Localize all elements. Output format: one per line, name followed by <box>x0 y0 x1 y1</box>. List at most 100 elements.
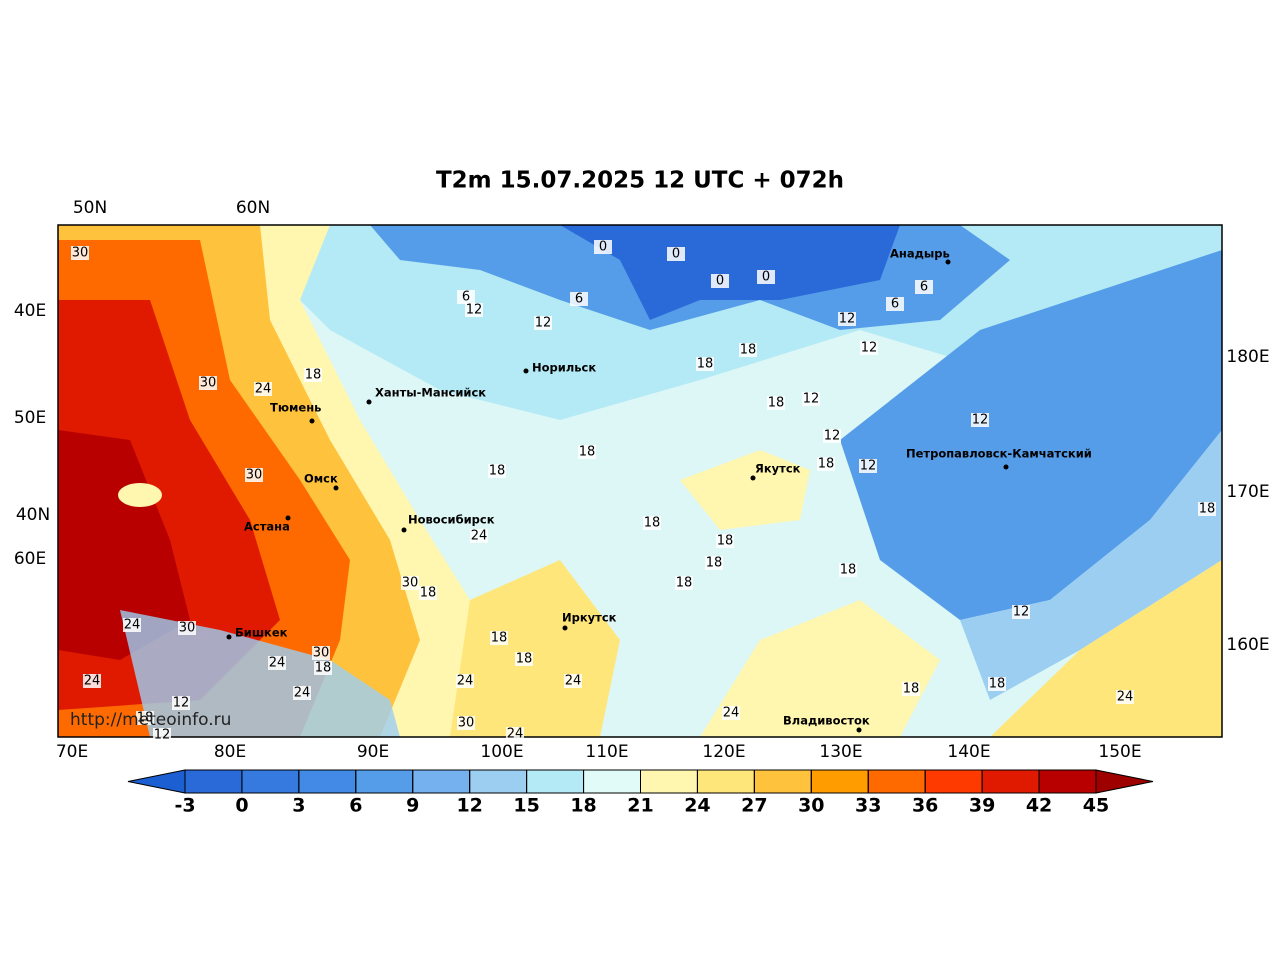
contour-label: 12 <box>154 728 171 743</box>
contour-label: 18 <box>818 457 835 472</box>
title: T2m 15.07.2025 12 UTC + 072h <box>436 168 844 194</box>
contour-label: 18 <box>579 445 596 460</box>
city-name: Ханты-Мансийск <box>375 386 486 400</box>
contour-label: 24 <box>255 382 272 397</box>
city-name: Владивосток <box>783 714 870 728</box>
contour-label: 24 <box>565 674 582 689</box>
contour-label-bg <box>988 677 1006 691</box>
city-dot <box>285 515 291 521</box>
contour-label: 18 <box>491 631 508 646</box>
city-dot <box>945 259 951 265</box>
city-dot <box>309 418 315 424</box>
lon-label: 140E <box>947 742 990 762</box>
colorbar-under <box>127 769 186 794</box>
contour-label: 30 <box>402 576 419 591</box>
contour-label: 30 <box>72 246 89 261</box>
contour-label: 24 <box>457 674 474 689</box>
contour-label-bg <box>304 368 322 382</box>
city-name: Астана <box>244 520 290 534</box>
contour-label: 24 <box>471 529 488 544</box>
contour-label-bg <box>839 563 857 577</box>
contour-label: 18 <box>489 464 506 479</box>
contour-label-bg <box>859 459 877 473</box>
contour-label-bg <box>83 674 101 688</box>
contour-label-bg <box>293 686 311 700</box>
city-dot <box>856 727 862 733</box>
contour-label-bg <box>711 274 729 288</box>
lat-label: 50N <box>73 198 107 218</box>
colorbar-box <box>924 769 983 794</box>
contour-label-bg <box>705 556 723 570</box>
colorbar-tick-label: 27 <box>741 795 767 817</box>
contour-label: 0 <box>716 274 724 289</box>
lon-label: 110E <box>585 742 628 762</box>
contour-label: 18 <box>903 682 920 697</box>
colorbar-box <box>526 769 585 794</box>
colorbar-box <box>298 769 357 794</box>
contour-label: 30 <box>246 468 263 483</box>
contour-label: 24 <box>84 674 101 689</box>
contour-label: 30 <box>200 376 217 391</box>
map-frame <box>57 224 1223 738</box>
contour-label-bg <box>172 696 190 710</box>
city-name: Петропавловск-Камчатский <box>906 447 1092 461</box>
contour-label-bg <box>457 290 475 304</box>
contour-label: 12 <box>861 341 878 356</box>
contour-label: 18 <box>137 711 154 726</box>
city-name: Иркутск <box>562 611 617 625</box>
contour-label: 12 <box>860 459 877 474</box>
contour-label: 0 <box>599 240 607 255</box>
right-label: 170E <box>1226 482 1269 502</box>
contour-label: 18 <box>697 357 714 372</box>
colorbar-tick-label: 3 <box>292 795 305 817</box>
contour-label-bg <box>722 706 740 720</box>
contour-label: 0 <box>762 270 770 285</box>
colorbar-box <box>1038 769 1097 794</box>
contour-label: 18 <box>516 652 533 667</box>
contour-label: 24 <box>507 727 524 742</box>
colorbar-tick-label: 24 <box>684 795 710 817</box>
colorbar-tick-label: 39 <box>969 795 995 817</box>
contour-label: 12 <box>972 413 989 428</box>
contour-label-bg <box>123 618 141 632</box>
colorbar-over <box>1095 769 1154 794</box>
contour-label-bg <box>534 316 552 330</box>
colorbar-tick-label: -3 <box>174 795 195 817</box>
contour-label: 18 <box>644 516 661 531</box>
contour-label-bg <box>802 392 820 406</box>
lon-label: 80E <box>214 742 246 762</box>
colorbar-tick-label: 21 <box>627 795 653 817</box>
colorbar-box <box>412 769 471 794</box>
lon-label: 150E <box>1098 742 1141 762</box>
contour-label: 0 <box>672 247 680 262</box>
colorbar-tick-label: 9 <box>406 795 419 817</box>
contour-label-bg <box>153 728 171 742</box>
contour-label: 12 <box>173 696 190 711</box>
lon-label: 130E <box>819 742 862 762</box>
contour-label-bg <box>767 396 785 410</box>
contour-label-bg <box>578 445 596 459</box>
contour-label: 12 <box>1013 605 1030 620</box>
contour-label-bg <box>757 270 775 284</box>
city-name: Омск <box>304 472 338 486</box>
contour-label-bg <box>915 280 933 294</box>
contour-label: 30 <box>458 716 475 731</box>
contour-label: 18 <box>315 661 332 676</box>
contour-label-bg <box>401 576 419 590</box>
contour-label-bg <box>817 457 835 471</box>
contour-label-bg <box>838 312 856 326</box>
contour-label: 12 <box>803 392 820 407</box>
lat-label: 60N <box>236 198 270 218</box>
city-dot <box>226 634 232 640</box>
colorbar-box <box>469 769 528 794</box>
contour-label: 6 <box>920 280 928 295</box>
contour-label-bg <box>456 674 474 688</box>
left-label: 50E <box>14 408 46 428</box>
lon-label: 100E <box>480 742 523 762</box>
contour-label-bg <box>675 576 693 590</box>
contour-label-bg <box>199 376 217 390</box>
contour-label-bg <box>570 292 588 306</box>
contour-label-bg <box>971 413 989 427</box>
contour-label-bg <box>739 343 757 357</box>
